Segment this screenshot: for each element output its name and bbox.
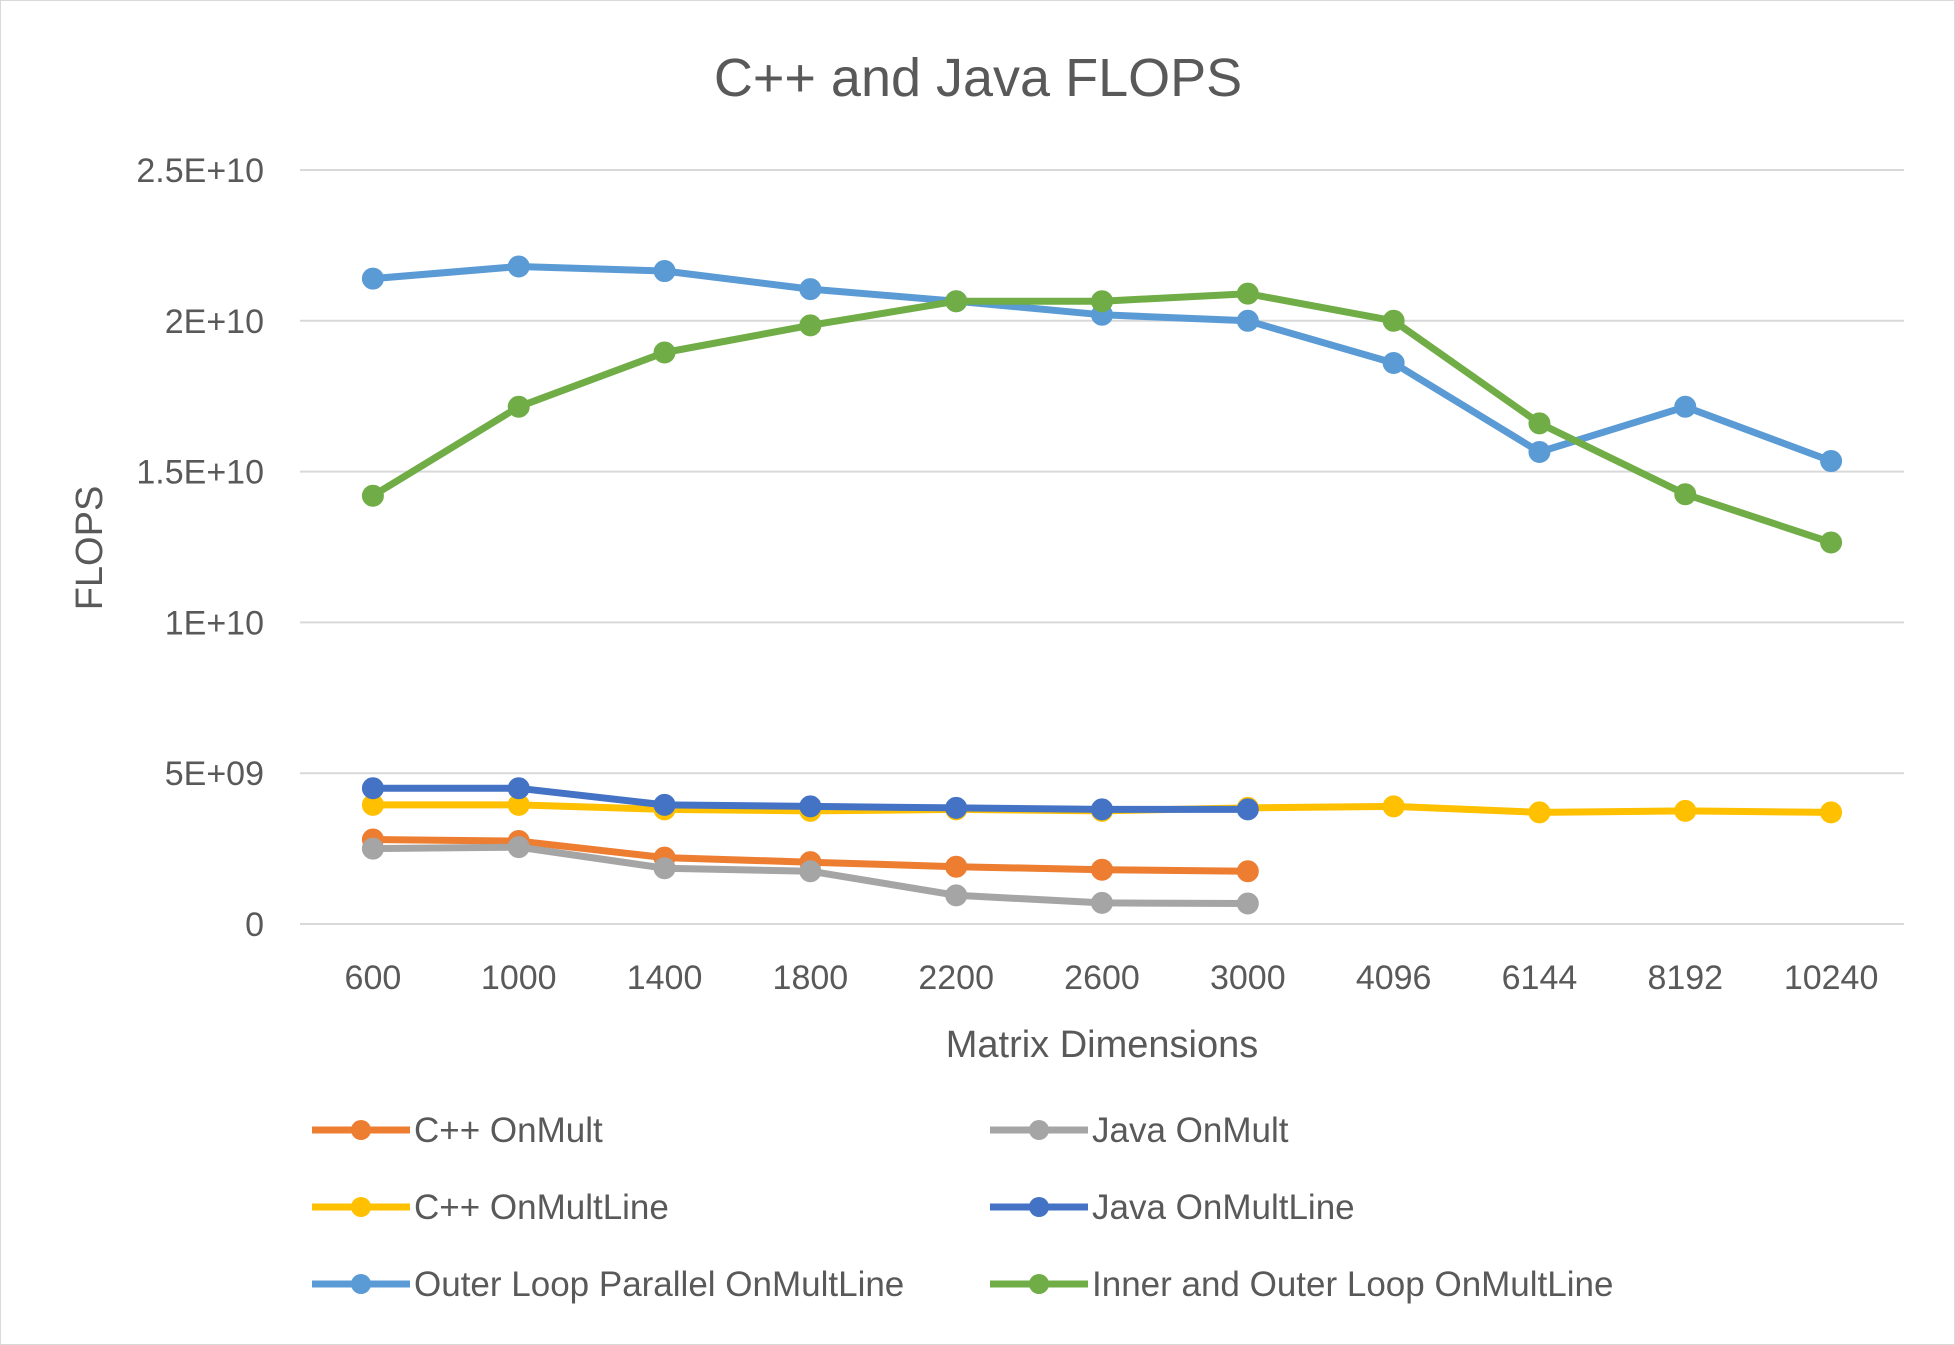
data-point bbox=[1528, 801, 1551, 824]
data-point bbox=[1674, 483, 1697, 506]
data-point bbox=[799, 795, 822, 818]
data-point bbox=[945, 884, 968, 907]
data-point bbox=[1820, 531, 1843, 554]
series-1 bbox=[361, 836, 1259, 915]
data-point bbox=[945, 796, 968, 819]
data-point bbox=[1382, 795, 1405, 818]
y-tick-label: 5E+09 bbox=[165, 755, 264, 793]
y-axis-ticks: 0 5E+09 1E+10 1.5E+10 2E+10 2.5E+10 bbox=[136, 152, 264, 944]
legend: C++ OnMult Java OnMult C++ OnMultLine Java … bbox=[312, 1111, 1613, 1304]
data-point bbox=[799, 314, 822, 337]
x-tick-label: 1800 bbox=[773, 959, 849, 997]
data-point bbox=[799, 278, 822, 301]
series-5 bbox=[361, 282, 1843, 554]
legend-item: Inner and Outer Loop OnMultLine bbox=[990, 1265, 1613, 1304]
legend-item: Java OnMult bbox=[990, 1111, 1289, 1150]
data-point bbox=[1674, 799, 1697, 822]
data-point bbox=[1091, 891, 1113, 914]
data-point bbox=[1091, 798, 1113, 821]
data-point bbox=[1820, 450, 1843, 473]
data-point bbox=[1528, 440, 1551, 463]
data-point bbox=[1091, 858, 1113, 881]
legend-marker bbox=[351, 1197, 371, 1217]
legend-marker bbox=[351, 1120, 371, 1140]
data-point bbox=[1236, 309, 1259, 332]
legend-item: Outer Loop Parallel OnMultLine bbox=[312, 1265, 904, 1304]
data-point bbox=[799, 860, 822, 883]
data-point bbox=[1820, 801, 1843, 824]
data-point bbox=[361, 837, 384, 860]
x-axis-title: Matrix Dimensions bbox=[946, 1024, 1259, 1066]
data-point bbox=[361, 484, 384, 507]
series-group bbox=[361, 255, 1843, 915]
x-tick-label: 1000 bbox=[481, 959, 557, 997]
legend-label: Inner and Outer Loop OnMultLine bbox=[1092, 1265, 1613, 1304]
y-tick-label: 1.5E+10 bbox=[136, 454, 264, 492]
y-tick-label: 2.5E+10 bbox=[136, 152, 264, 190]
chart-title: C++ and Java FLOPS bbox=[714, 48, 1242, 108]
data-point bbox=[507, 836, 530, 859]
data-point bbox=[945, 855, 968, 878]
data-point bbox=[1236, 860, 1259, 883]
legend-marker bbox=[351, 1274, 371, 1294]
x-tick-label: 3000 bbox=[1210, 959, 1286, 997]
data-point bbox=[653, 341, 676, 364]
legend-marker bbox=[1029, 1274, 1049, 1294]
x-tick-label: 10240 bbox=[1784, 959, 1879, 997]
x-tick-label: 8192 bbox=[1647, 959, 1723, 997]
series-3 bbox=[361, 777, 1259, 821]
legend-item: C++ OnMultLine bbox=[312, 1188, 669, 1227]
x-axis-ticks: 600 1000 1400 1800 2200 2600 3000 4096 6144 8192 1… bbox=[345, 959, 1879, 997]
y-tick-label: 0 bbox=[245, 906, 264, 944]
legend-item: Java OnMultLine bbox=[990, 1188, 1355, 1227]
x-tick-label: 6144 bbox=[1502, 959, 1578, 997]
legend-marker bbox=[1029, 1120, 1049, 1140]
data-point bbox=[1236, 282, 1259, 305]
legend-item: C++ OnMult bbox=[312, 1111, 603, 1150]
series-line bbox=[369, 290, 1835, 546]
gridlines bbox=[300, 169, 1904, 775]
data-point bbox=[653, 260, 676, 283]
data-point bbox=[507, 395, 530, 418]
data-point bbox=[653, 793, 676, 816]
x-tick-label: 4096 bbox=[1356, 959, 1432, 997]
data-point bbox=[507, 255, 530, 278]
series-4 bbox=[361, 255, 1843, 473]
legend-label: Java OnMultLine bbox=[1092, 1188, 1355, 1227]
legend-label: Java OnMult bbox=[1092, 1111, 1289, 1150]
data-point bbox=[1528, 412, 1551, 435]
legend-label: C++ OnMult bbox=[414, 1111, 603, 1150]
data-point bbox=[1674, 395, 1697, 418]
data-point bbox=[507, 777, 530, 800]
y-axis-title: FLOPS bbox=[69, 486, 111, 611]
data-point bbox=[653, 857, 676, 880]
data-point bbox=[1236, 798, 1259, 821]
data-point bbox=[361, 267, 384, 290]
data-point bbox=[361, 777, 384, 800]
x-tick-label: 600 bbox=[345, 959, 402, 997]
data-point bbox=[1382, 309, 1405, 332]
legend-label: Outer Loop Parallel OnMultLine bbox=[414, 1265, 904, 1304]
x-tick-label: 1400 bbox=[627, 959, 703, 997]
data-point bbox=[945, 290, 968, 313]
legend-marker bbox=[1029, 1197, 1049, 1217]
legend-label: C++ OnMultLine bbox=[414, 1188, 669, 1227]
data-point bbox=[1091, 290, 1113, 313]
x-tick-label: 2200 bbox=[918, 959, 994, 997]
data-point bbox=[1236, 892, 1259, 915]
data-point bbox=[1382, 352, 1405, 375]
y-tick-label: 1E+10 bbox=[165, 604, 264, 642]
x-tick-label: 2600 bbox=[1064, 959, 1140, 997]
y-tick-label: 2E+10 bbox=[165, 303, 264, 341]
